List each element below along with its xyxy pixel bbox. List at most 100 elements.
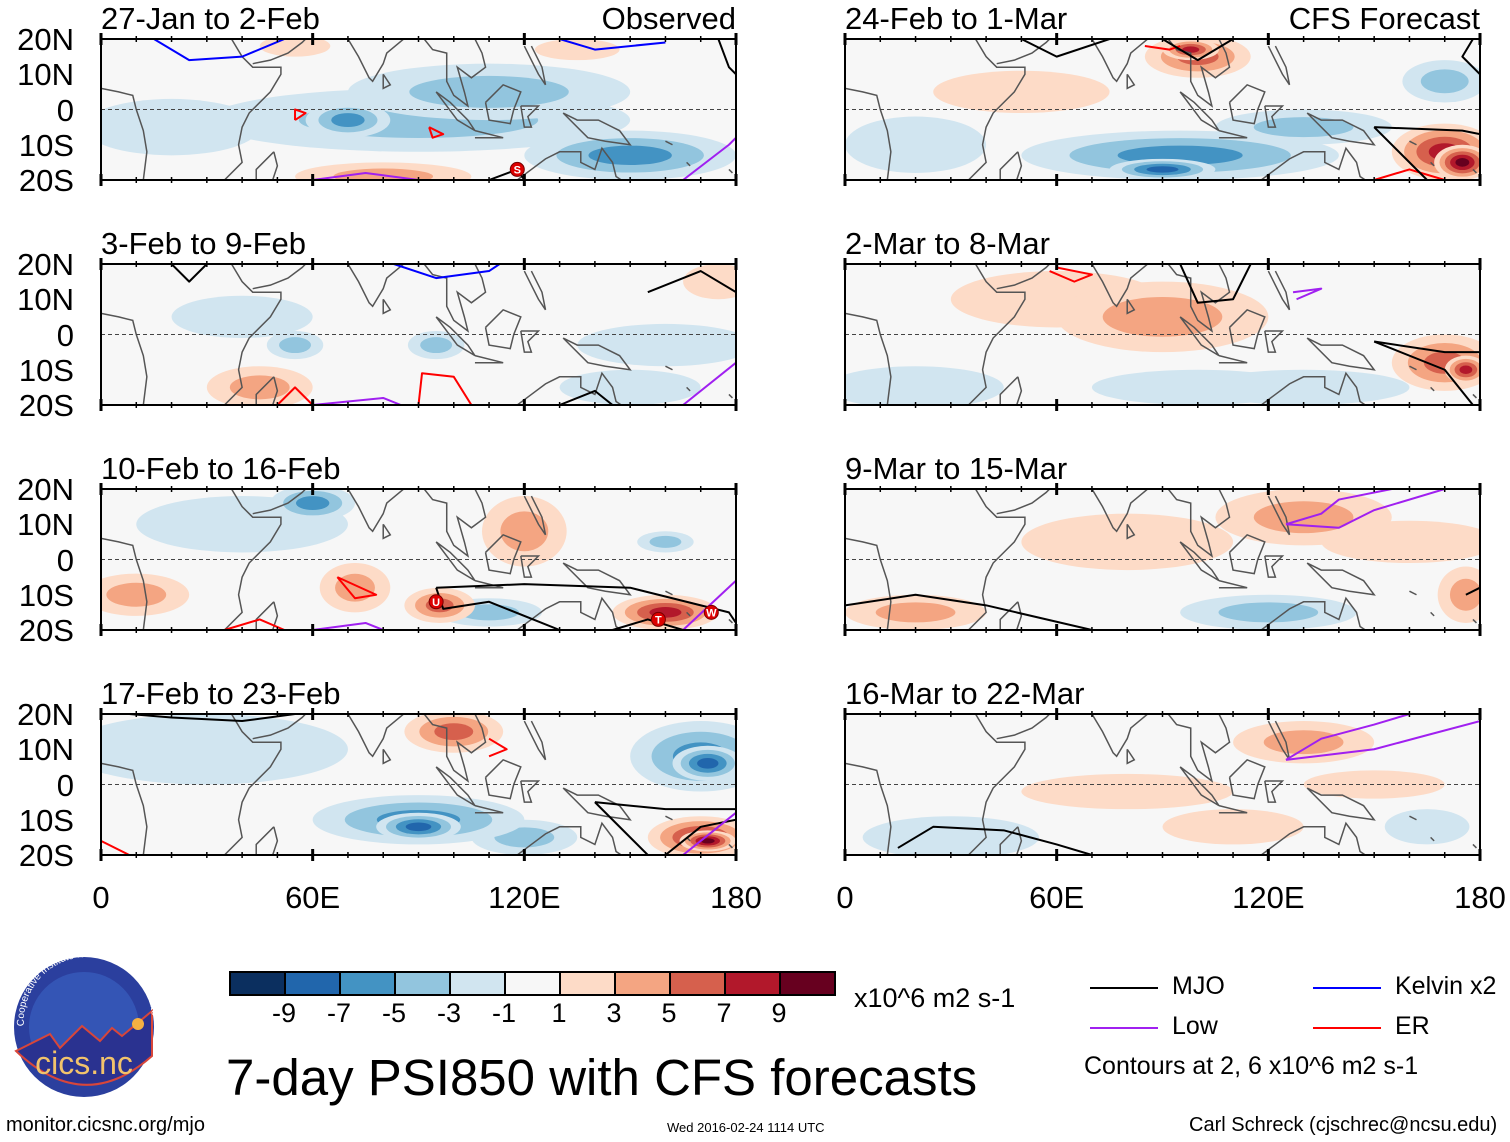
coastline: [665, 140, 673, 146]
coastline: [1091, 264, 1149, 308]
colorbar-tick-label: -7: [326, 998, 351, 1028]
coastline: [1409, 590, 1417, 596]
x-tick-label: 60E: [285, 880, 341, 915]
coastline: [223, 714, 282, 855]
mjo-contour: [129, 714, 296, 723]
map-panel: [843, 708, 1482, 861]
coastline: [1228, 758, 1266, 800]
anomaly-region: [1455, 158, 1470, 167]
coastline: [423, 489, 487, 558]
coastline: [1472, 843, 1478, 849]
coastline: [423, 39, 487, 108]
coastline: [665, 815, 673, 821]
colorbar-tick-label: 5: [661, 998, 677, 1028]
mjo-contour: [1161, 39, 1234, 62]
storm-letter: T: [655, 614, 662, 626]
coastline: [435, 316, 476, 357]
coastline: [845, 39, 892, 180]
coastline: [1306, 787, 1376, 821]
coastline: [515, 371, 623, 405]
coastline: [515, 146, 623, 180]
coastline: [255, 601, 279, 630]
panel-title: 24-Feb to 1-Mar: [845, 1, 1068, 36]
coastline: [1179, 766, 1220, 807]
coastline: [520, 105, 541, 128]
coastline: [728, 168, 734, 174]
legend-label: Kelvin x2: [1395, 972, 1497, 1000]
coastline: [1267, 720, 1291, 761]
anomaly-region: [405, 822, 432, 832]
mjo-contour: [594, 801, 736, 811]
y-tick-label: 20S: [18, 838, 74, 873]
storm-marker: T: [650, 611, 666, 627]
anomaly-region: [1021, 773, 1234, 810]
colorbar-swatch: [394, 973, 449, 994]
coastline: [1409, 365, 1417, 371]
coastline: [1306, 562, 1376, 596]
coastline: [255, 376, 279, 405]
anomaly-region: [1459, 365, 1473, 375]
coastline: [1167, 714, 1231, 783]
mjo-contour: [1373, 340, 1474, 405]
coastline: [1259, 371, 1367, 405]
x-tick-label: 120E: [1232, 880, 1305, 915]
coastline: [967, 489, 1026, 630]
coastline: [423, 714, 487, 783]
coastline: [996, 489, 1051, 515]
panel-title: 27-Jan to 2-Feb: [101, 1, 320, 36]
anomaly-region: [333, 168, 434, 180]
y-tick-label: 20N: [17, 697, 74, 732]
coastline: [999, 826, 1023, 855]
coastline: [845, 264, 892, 405]
coastline: [1091, 714, 1149, 758]
legend-line-low: [1090, 1027, 1158, 1029]
mjo-contour: [1020, 39, 1110, 58]
coastline: [223, 39, 282, 180]
coastline: [562, 112, 632, 146]
source-url[interactable]: monitor.cicsnc.org/mjo: [6, 1114, 205, 1136]
mjo-contour: [845, 593, 1093, 630]
coastline: [474, 804, 504, 814]
low-contour: [1285, 489, 1446, 529]
coastline: [999, 376, 1023, 405]
coastline: [347, 714, 405, 758]
colorbar-swatch: [504, 973, 559, 994]
low-contour: [682, 811, 736, 855]
coastline: [1472, 168, 1478, 174]
er-contour: [488, 737, 508, 758]
y-tick-label: 20S: [18, 163, 74, 198]
colorbar-tick-label: -3: [436, 998, 461, 1028]
y-tick-label: 10N: [17, 282, 74, 318]
coastline: [255, 826, 279, 855]
coastline: [1179, 316, 1220, 357]
coastline: [996, 264, 1051, 290]
anomaly-region: [409, 75, 569, 108]
map-panel: [99, 258, 738, 411]
panel-label: CFS Forecast: [1288, 1, 1480, 36]
panel-title: 10-Feb to 16-Feb: [101, 451, 341, 486]
coastline: [1259, 146, 1367, 180]
y-tick-label: 10S: [18, 577, 74, 613]
coastline: [1218, 354, 1248, 364]
coastline: [474, 354, 504, 364]
panel-label: Observed: [601, 1, 736, 36]
coastline: [1409, 140, 1417, 146]
mjo-contour: [559, 389, 614, 405]
coastline: [1472, 618, 1478, 624]
coastline: [474, 129, 504, 139]
coastline: [1126, 523, 1136, 540]
anomaly-region: [1146, 166, 1179, 173]
colorbar-swatch: [339, 973, 394, 994]
low-contour: [312, 171, 419, 180]
coastline: [523, 495, 547, 536]
er-contour: [276, 386, 314, 405]
er-contour: [294, 108, 307, 121]
panel-title: 3-Feb to 9-Feb: [101, 226, 307, 261]
legend-line-er: [1313, 1027, 1381, 1029]
storm-letter: W: [706, 607, 717, 619]
x-tick-label: 180: [1454, 880, 1506, 915]
er-contour: [1049, 266, 1093, 283]
coastline: [1218, 804, 1248, 814]
mjo-contour: [612, 618, 684, 630]
coastline: [1218, 579, 1248, 589]
